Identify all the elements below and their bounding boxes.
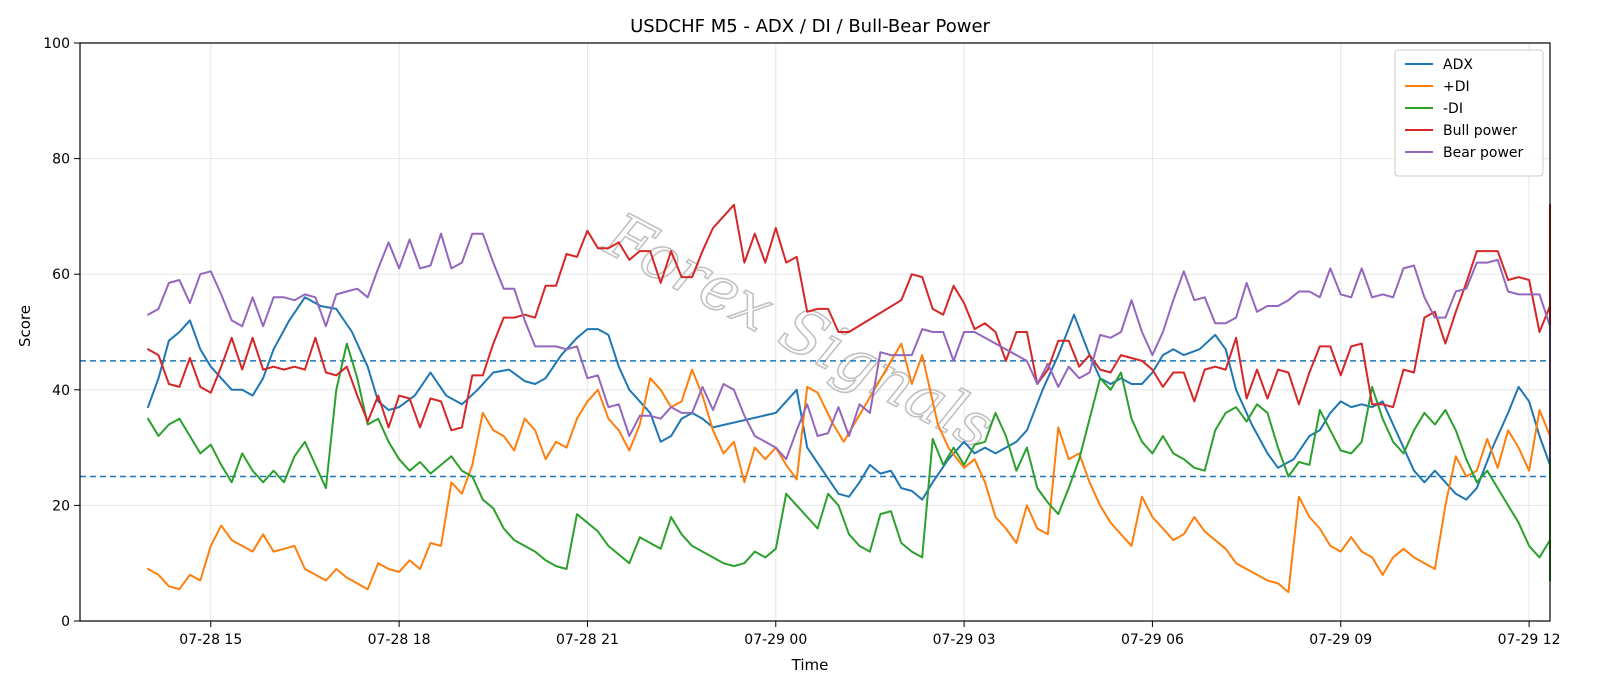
x-axis-title: Time <box>791 656 829 674</box>
legend-label: Bear power <box>1443 145 1524 161</box>
plot-frame <box>79 42 1551 622</box>
chart-title: USDCHF M5 - ADX / DI / Bull-Bear Power <box>630 16 990 37</box>
reference-lines <box>80 360 1550 478</box>
x-tick-label: 07-29 00 <box>744 632 807 648</box>
x-tick-label: 07-29 12 <box>1498 632 1561 648</box>
y-tick-label: 100 <box>43 36 70 52</box>
x-axis: 07-28 15 07-28 18 07-28 21 07-29 00 07-29 03… <box>179 621 1561 648</box>
legend-label: +DI <box>1443 79 1470 95</box>
x-tick-label: 07-29 03 <box>933 632 996 648</box>
y-tick-label: 0 <box>61 614 70 630</box>
x-tick-label: 07-29 06 <box>1121 632 1184 648</box>
y-tick-label: 60 <box>52 267 70 283</box>
x-tick-label: 07-28 15 <box>179 632 242 648</box>
y-axis-title: Score <box>16 305 34 347</box>
x-tick-label: 07-29 09 <box>1309 632 1372 648</box>
y-tick-label: 20 <box>52 498 70 514</box>
legend-label: Bull power <box>1443 123 1517 139</box>
y-tick-label: 40 <box>52 383 70 399</box>
legend: ADX +DI -DI Bull power Bear power <box>1394 49 1544 177</box>
legend-label: -DI <box>1443 101 1463 117</box>
series-line-adx <box>147 296 1551 501</box>
y-tick-label: 80 <box>52 152 70 168</box>
x-tick-label: 07-28 18 <box>368 632 431 648</box>
legend-label: ADX <box>1443 57 1473 73</box>
y-axis: 0 20 40 60 80 100 <box>43 36 80 630</box>
legend-box <box>1394 49 1544 177</box>
x-tick-label: 07-28 21 <box>556 632 619 648</box>
